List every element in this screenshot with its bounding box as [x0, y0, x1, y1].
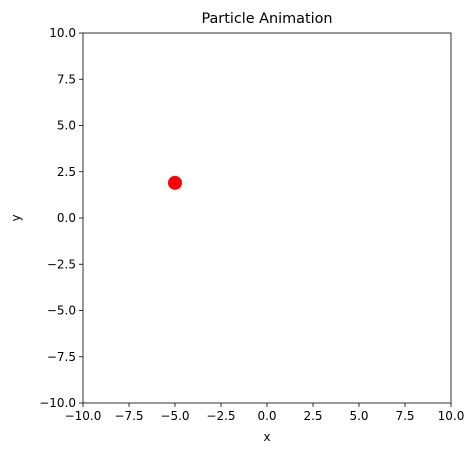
y-axis: −10.0 −7.5 −5.0 −2.5 0.0 2.5 5.0 7.5 10.0 [39, 26, 83, 410]
x-tick-label: 0.0 [257, 409, 276, 423]
x-axis: −10.0 −7.5 −5.0 −2.5 0.0 2.5 5.0 7.5 10.0 [65, 403, 465, 423]
y-tick-label: 0.0 [57, 211, 76, 225]
x-tick-label: −5.0 [160, 409, 189, 423]
y-tick-label: −5.0 [47, 304, 76, 318]
data-points [168, 175, 182, 190]
y-tick-label: −2.5 [47, 257, 76, 271]
y-tick-label: 2.5 [57, 165, 76, 179]
particle-point [168, 175, 182, 190]
y-axis-label: y [9, 214, 23, 221]
chart-title: Particle Animation [201, 11, 332, 27]
x-tick-label: 7.5 [395, 409, 414, 423]
x-tick-label: −10.0 [65, 409, 102, 423]
y-tick-label: −10.0 [39, 396, 76, 410]
plot-frame [82, 32, 452, 404]
x-tick-label: 5.0 [349, 409, 368, 423]
x-tick-label: 10.0 [438, 409, 465, 423]
y-tick-label: −7.5 [47, 350, 76, 364]
x-tick-label: 2.5 [303, 409, 322, 423]
x-tick-label: −2.5 [206, 409, 235, 423]
x-axis-label: x [263, 430, 270, 444]
y-tick-label: 7.5 [57, 72, 76, 86]
y-tick-label: 10.0 [49, 26, 76, 40]
x-tick-label: −7.5 [114, 409, 143, 423]
y-tick-label: 5.0 [57, 119, 76, 133]
